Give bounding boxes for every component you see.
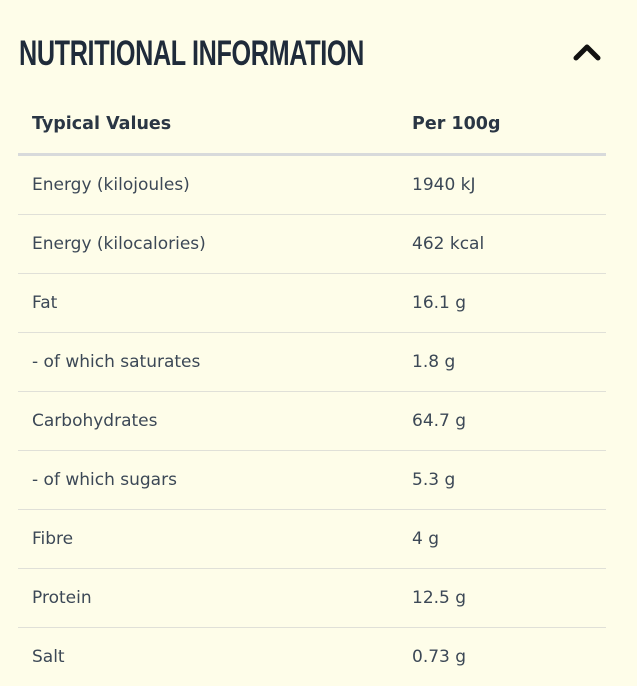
table-row: Fibre 4 g — [18, 510, 606, 569]
nutrition-table: Typical Values Per 100g Energy (kilojoul… — [18, 95, 606, 686]
column-header-typical-values: Typical Values — [18, 95, 398, 155]
nutrient-label: Carbohydrates — [18, 392, 398, 451]
nutrient-label: - of which sugars — [18, 451, 398, 510]
nutrient-label: Energy (kilojoules) — [18, 155, 398, 215]
table-row: Salt 0.73 g — [18, 628, 606, 686]
table-row: Carbohydrates 64.7 g — [18, 392, 606, 451]
nutrient-value: 1.8 g — [398, 333, 606, 392]
table-row: - of which saturates 1.8 g — [18, 333, 606, 392]
table-row: Energy (kilojoules) 1940 kJ — [18, 155, 606, 215]
nutrient-label: Salt — [18, 628, 398, 686]
nutrient-value: 462 kcal — [398, 215, 606, 274]
table-row: Fat 16.1 g — [18, 274, 606, 333]
nutrient-value: 1940 kJ — [398, 155, 606, 215]
nutrient-value: 16.1 g — [398, 274, 606, 333]
section-title: NUTRITIONAL INFORMATION — [19, 34, 364, 74]
nutrient-label: Energy (kilocalories) — [18, 215, 398, 274]
collapse-toggle-button[interactable] — [566, 36, 608, 68]
table-row: Protein 12.5 g — [18, 569, 606, 628]
nutrient-label: Fibre — [18, 510, 398, 569]
nutrient-label: - of which saturates — [18, 333, 398, 392]
chevron-up-icon — [572, 42, 602, 62]
nutrient-value: 4 g — [398, 510, 606, 569]
nutrient-value: 5.3 g — [398, 451, 606, 510]
table-header-row: Typical Values Per 100g — [18, 95, 606, 155]
nutrient-value: 12.5 g — [398, 569, 606, 628]
column-header-per-100g: Per 100g — [398, 95, 606, 155]
table-row: Energy (kilocalories) 462 kcal — [18, 215, 606, 274]
nutrition-section-header[interactable]: NUTRITIONAL INFORMATION — [0, 0, 637, 110]
nutrient-label: Fat — [18, 274, 398, 333]
nutrient-value: 0.73 g — [398, 628, 606, 686]
table-row: - of which sugars 5.3 g — [18, 451, 606, 510]
nutrient-label: Protein — [18, 569, 398, 628]
nutrient-value: 64.7 g — [398, 392, 606, 451]
